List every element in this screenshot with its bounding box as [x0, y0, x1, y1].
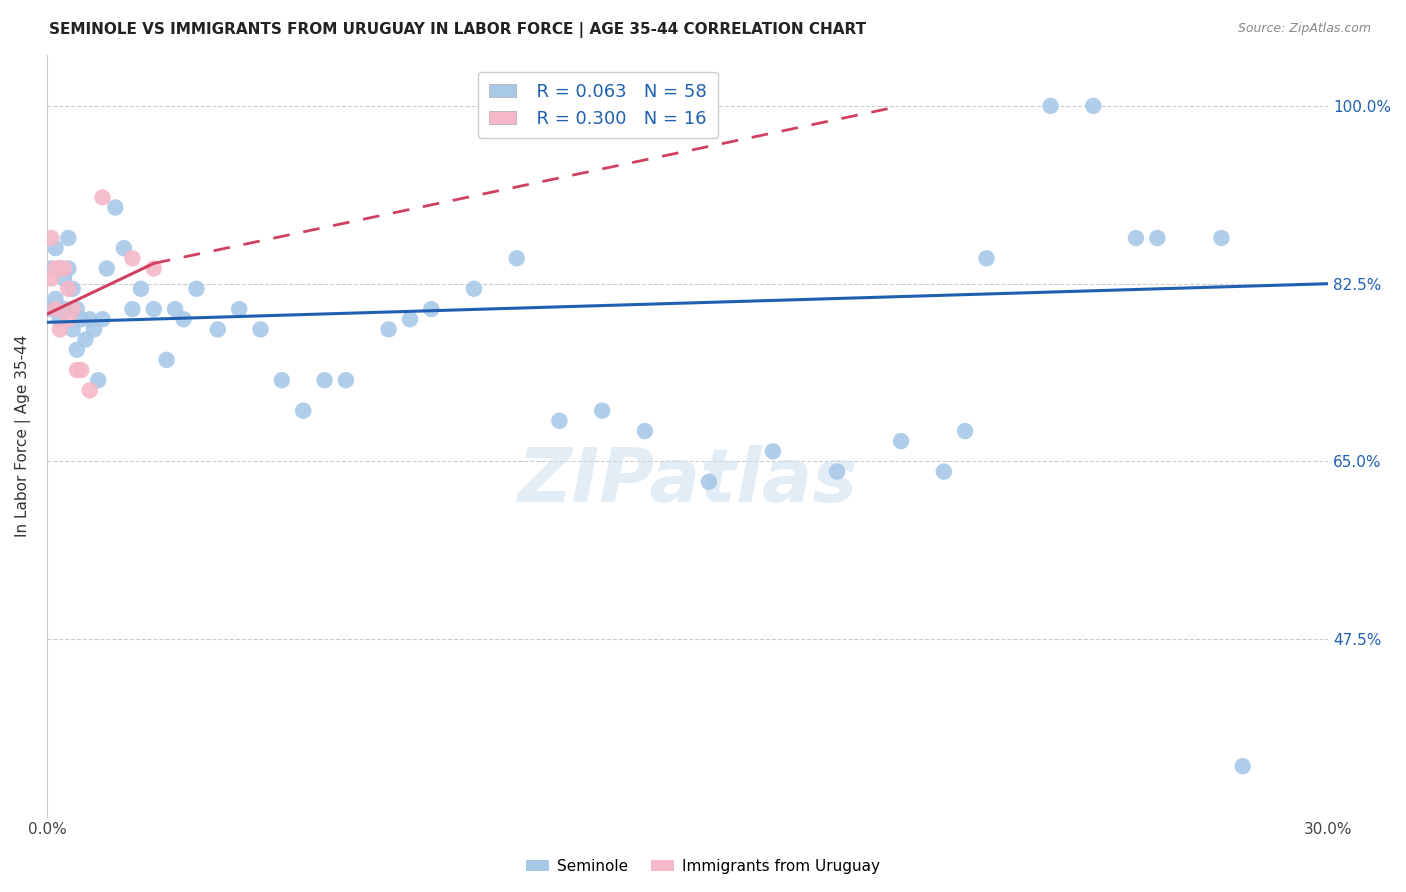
Point — [66, 343, 89, 357]
Point — [44, 292, 66, 306]
Point — [39, 261, 62, 276]
Point — [142, 302, 165, 317]
Point — [335, 373, 357, 387]
Y-axis label: In Labor Force | Age 35-44: In Labor Force | Age 35-44 — [15, 334, 31, 537]
Point — [1039, 99, 1062, 113]
Point — [1125, 231, 1147, 245]
Point — [49, 322, 72, 336]
Point — [49, 261, 72, 276]
Point — [953, 424, 976, 438]
Point — [112, 241, 135, 255]
Point — [377, 322, 399, 336]
Point — [44, 241, 66, 255]
Point — [66, 363, 89, 377]
Point — [1146, 231, 1168, 245]
Point — [91, 190, 114, 204]
Point — [39, 231, 62, 245]
Point — [129, 282, 152, 296]
Point — [91, 312, 114, 326]
Point — [75, 333, 97, 347]
Point — [62, 322, 84, 336]
Point — [49, 261, 72, 276]
Point — [1211, 231, 1233, 245]
Point — [70, 363, 93, 377]
Point — [976, 252, 998, 266]
Point — [121, 252, 143, 266]
Point — [249, 322, 271, 336]
Point — [186, 282, 208, 296]
Point — [932, 465, 955, 479]
Point — [62, 282, 84, 296]
Point — [399, 312, 422, 326]
Point — [1083, 99, 1105, 113]
Point — [165, 302, 187, 317]
Point — [49, 312, 72, 326]
Point — [890, 434, 912, 449]
Point — [44, 261, 66, 276]
Point — [1232, 759, 1254, 773]
Point — [79, 384, 101, 398]
Point — [634, 424, 657, 438]
Point — [58, 261, 80, 276]
Point — [292, 403, 315, 417]
Point — [762, 444, 785, 458]
Point — [53, 302, 76, 317]
Text: SEMINOLE VS IMMIGRANTS FROM URUGUAY IN LABOR FORCE | AGE 35-44 CORRELATION CHART: SEMINOLE VS IMMIGRANTS FROM URUGUAY IN L… — [49, 22, 866, 38]
Point — [506, 252, 529, 266]
Point — [58, 282, 80, 296]
Point — [70, 312, 93, 326]
Point — [142, 261, 165, 276]
Point — [104, 201, 127, 215]
Point — [155, 352, 177, 367]
Point — [53, 271, 76, 285]
Point — [39, 302, 62, 317]
Point — [53, 261, 76, 276]
Point — [314, 373, 336, 387]
Point — [62, 302, 84, 317]
Point — [228, 302, 250, 317]
Point — [463, 282, 485, 296]
Point — [270, 373, 292, 387]
Legend:   R = 0.063   N = 58,   R = 0.300   N = 16: R = 0.063 N = 58, R = 0.300 N = 16 — [478, 71, 717, 138]
Point — [173, 312, 195, 326]
Point — [58, 312, 80, 326]
Point — [79, 312, 101, 326]
Point — [87, 373, 110, 387]
Point — [420, 302, 443, 317]
Point — [66, 302, 89, 317]
Text: ZIPatlas: ZIPatlas — [517, 445, 858, 518]
Point — [207, 322, 229, 336]
Point — [44, 302, 66, 317]
Point — [825, 465, 848, 479]
Point — [548, 414, 571, 428]
Point — [39, 271, 62, 285]
Legend: Seminole, Immigrants from Uruguay: Seminole, Immigrants from Uruguay — [520, 853, 886, 880]
Point — [83, 322, 105, 336]
Text: Source: ZipAtlas.com: Source: ZipAtlas.com — [1237, 22, 1371, 36]
Point — [121, 302, 143, 317]
Point — [58, 231, 80, 245]
Point — [697, 475, 720, 489]
Point — [96, 261, 118, 276]
Point — [591, 403, 613, 417]
